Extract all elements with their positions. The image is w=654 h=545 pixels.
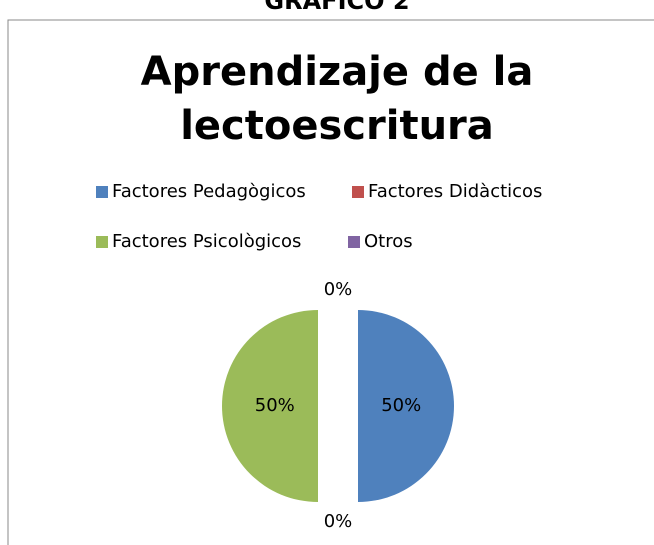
chart-border: [7, 19, 654, 545]
legend-label: Otros: [364, 231, 413, 252]
heading: GRAFICO 2: [264, 0, 409, 15]
data-label: 0%: [324, 511, 353, 532]
pie-slice: [222, 310, 318, 502]
legend-label: Factores Pedagògicos: [112, 181, 306, 202]
legend-swatch: [96, 186, 108, 198]
legend-swatch: [348, 236, 360, 248]
legend-label: Factores Didàcticos: [368, 181, 542, 202]
legend-label: Factores Psicològicos: [112, 231, 301, 252]
legend-swatch: [352, 186, 364, 198]
data-label: 50%: [255, 395, 295, 416]
data-label: 0%: [324, 279, 353, 300]
data-label: 50%: [381, 395, 421, 416]
chart-title: lectoescritura: [180, 103, 494, 149]
pie-slice: [358, 310, 454, 502]
chart-title: Aprendizaje de la: [141, 49, 534, 95]
legend-swatch: [96, 236, 108, 248]
